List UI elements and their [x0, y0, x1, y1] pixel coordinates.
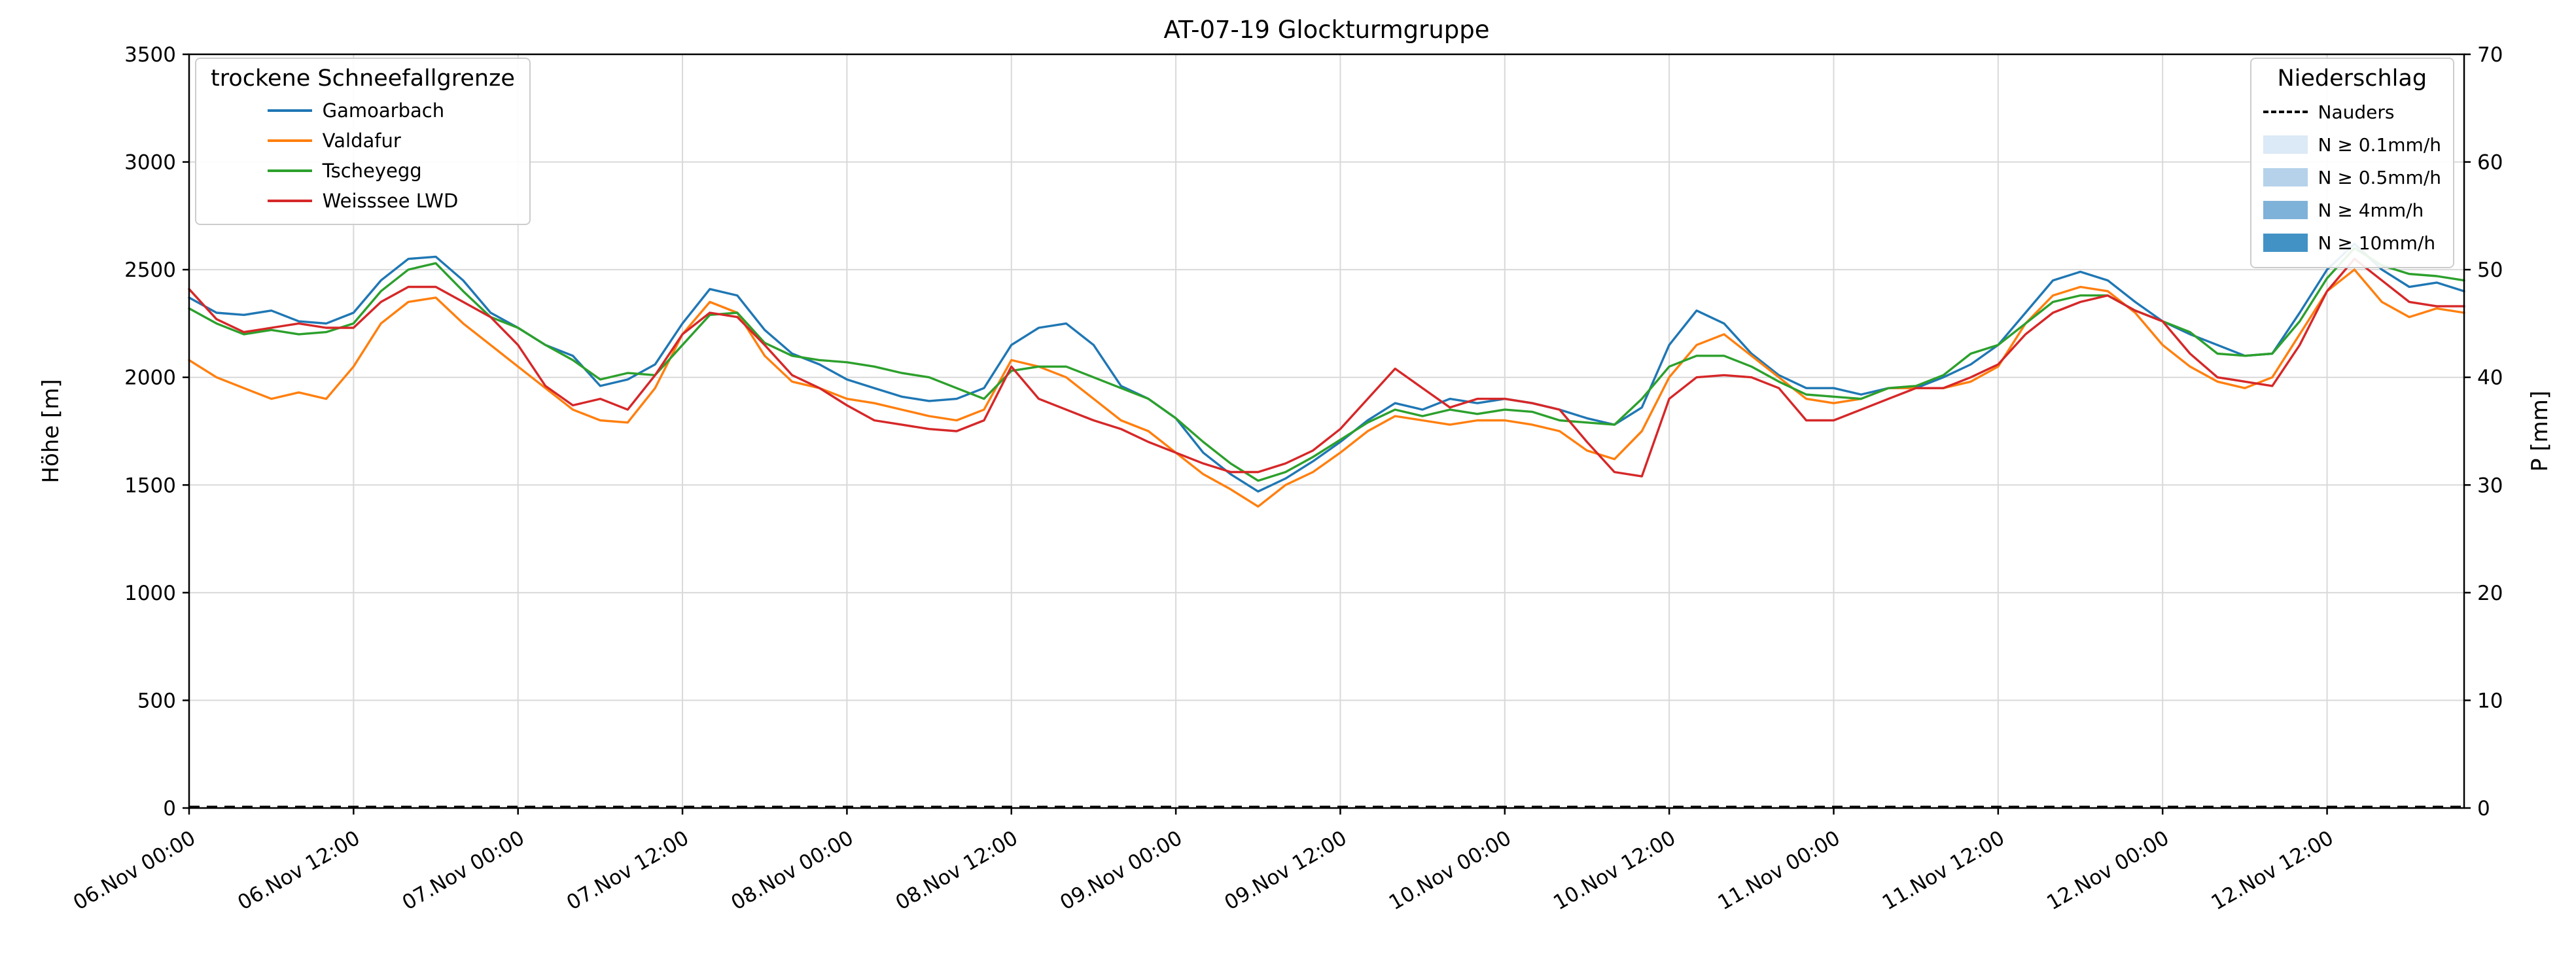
- tick-label-x: 12.Nov 00:00: [2043, 826, 2173, 915]
- legend-precipitation: Niederschlag Nauders N ≥ 0.1mm/h N ≥ 0.5mm…: [2250, 58, 2454, 268]
- legend-entry-label: Valdafur: [322, 130, 401, 152]
- legend-snowfall-entries: Gamoarbach Valdafur Tscheyegg Weisssee LWD: [267, 96, 459, 216]
- tick-label-y-left: 500: [137, 689, 176, 712]
- legend-entry-precip-class: N ≥ 0.5mm/h: [2263, 161, 2441, 194]
- legend-entry-nauders: Nauders: [2263, 96, 2441, 128]
- tick-label-y-left: 3000: [124, 151, 176, 175]
- series-line-gamoarbach: [188, 242, 2465, 493]
- legend-precipitation-title: Niederschlag: [2277, 65, 2427, 92]
- precip-intensity-patch-icon: [2263, 201, 2308, 219]
- legend-entry-label: N ≥ 10mm/h: [2318, 232, 2436, 254]
- tick-label-x: 10.Nov 12:00: [1549, 826, 1680, 915]
- tick-label-y-right: 70: [2477, 43, 2503, 67]
- precip-intensity-patch-icon: [2263, 135, 2308, 154]
- plot-frame: [188, 53, 2465, 809]
- tick-label-y-left: 2500: [124, 258, 176, 282]
- precip-intensity-patch-icon: [2263, 234, 2308, 252]
- tick-label-x: 11.Nov 00:00: [1714, 826, 1844, 915]
- tick-label-x: 09.Nov 12:00: [1220, 826, 1350, 915]
- tick-label-x: 06.Nov 12:00: [234, 826, 364, 915]
- tick-label-x: 11.Nov 12:00: [1879, 826, 2009, 915]
- tick-label-x: 06.Nov 00:00: [69, 826, 200, 915]
- tick-label-y-left: 2000: [124, 366, 176, 390]
- tick-label-x: 07.Nov 00:00: [398, 826, 529, 915]
- legend-entry-precip-class: N ≥ 4mm/h: [2263, 194, 2441, 226]
- dashed-line-sample-icon: [2263, 111, 2308, 113]
- legend-entry-precip-class: N ≥ 0.1mm/h: [2263, 128, 2441, 161]
- y-axis-label-left: Höhe [m]: [38, 379, 64, 484]
- legend-entry-label: N ≥ 0.5mm/h: [2318, 166, 2441, 188]
- legend-precipitation-entries: Nauders N ≥ 0.1mm/h N ≥ 0.5mm/h N ≥ 4mm/h N …: [2263, 96, 2441, 259]
- tick-label-x: 07.Nov 12:00: [563, 826, 693, 915]
- legend-entry-label: Nauders: [2318, 101, 2395, 123]
- legend-entry-label: N ≥ 0.1mm/h: [2318, 133, 2441, 156]
- line-sample-icon: [267, 169, 312, 172]
- series-line-weisssee-lwd: [188, 258, 2465, 478]
- tick-label-y-left: 1500: [124, 474, 176, 497]
- tick-label-x: 10.Nov 00:00: [1385, 826, 1515, 915]
- legend-snowfall-title: trockene Schneefallgrenze: [211, 65, 515, 92]
- tick-label-y-right: 60: [2477, 151, 2503, 175]
- legend-entry-tscheyegg: Tscheyegg: [267, 156, 459, 186]
- legend-entry-precip-class: N ≥ 10mm/h: [2263, 226, 2441, 259]
- tick-label-y-right: 10: [2477, 689, 2503, 712]
- y-axis-label-right: P [mm]: [2527, 390, 2553, 472]
- tick-label-x: 08.Nov 00:00: [727, 826, 857, 915]
- legend-entry-label: N ≥ 4mm/h: [2318, 199, 2424, 221]
- tick-label-y-right: 20: [2477, 582, 2503, 605]
- tick-label-y-left: 0: [163, 797, 176, 820]
- tick-label-y-right: 0: [2477, 797, 2490, 820]
- legend-entry-label: Weisssee LWD: [322, 190, 459, 212]
- legend-snowfall-limit: trockene Schneefallgrenze Gamoarbach Vald…: [195, 58, 531, 225]
- tick-label-x: 08.Nov 12:00: [892, 826, 1022, 915]
- legend-entry-label: Gamoarbach: [322, 99, 445, 122]
- legend-entry-gamoarbach: Gamoarbach: [267, 96, 459, 126]
- tick-label-x: 09.Nov 00:00: [1056, 826, 1186, 915]
- tick-label-y-right: 30: [2477, 474, 2503, 497]
- line-sample-icon: [267, 200, 312, 202]
- tick-label-x: 12.Nov 12:00: [2208, 826, 2338, 915]
- series-line-valdafur: [188, 268, 2465, 508]
- tick-label-y-left: 1000: [124, 582, 176, 605]
- tick-label-y-left: 3500: [124, 43, 176, 67]
- legend-entry-label: Tscheyegg: [322, 160, 422, 182]
- chart-title: AT-07-19 Glockturmgruppe: [1163, 16, 1490, 44]
- precip-intensity-patch-icon: [2263, 168, 2308, 186]
- line-sample-icon: [267, 109, 312, 112]
- series-line-tscheyegg: [188, 247, 2465, 482]
- legend-entry-valdafur: Valdafur: [267, 126, 459, 156]
- legend-entry-weisssee-lwd: Weisssee LWD: [267, 186, 459, 216]
- tick-label-y-right: 40: [2477, 366, 2503, 390]
- line-sample-icon: [267, 139, 312, 142]
- tick-label-y-right: 50: [2477, 258, 2503, 282]
